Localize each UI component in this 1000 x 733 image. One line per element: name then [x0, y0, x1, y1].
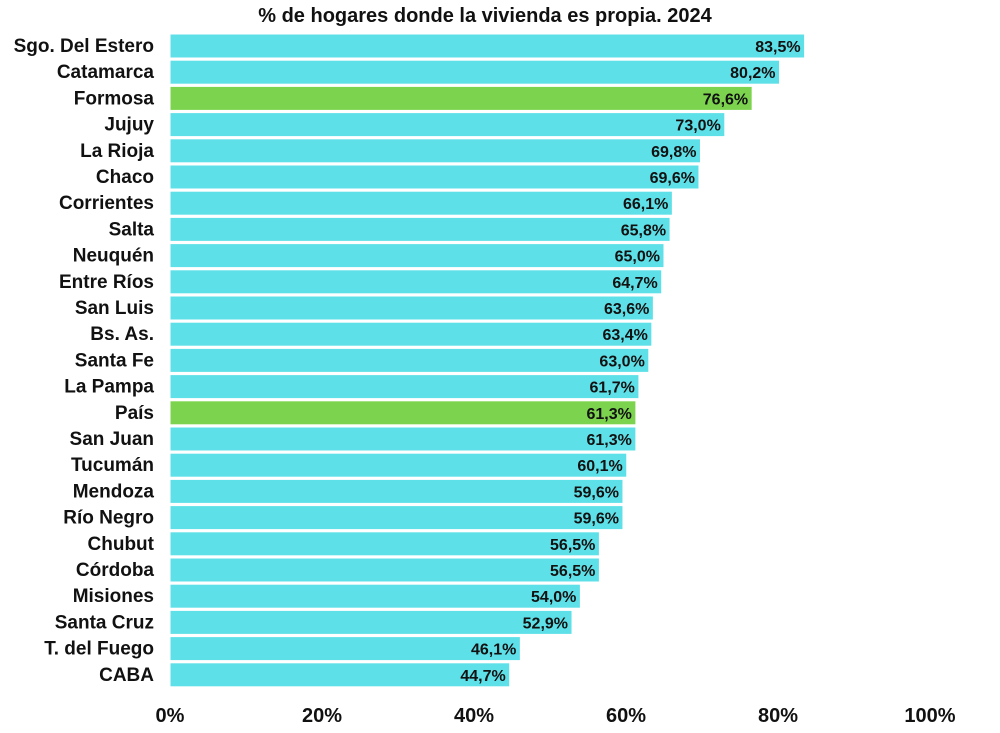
bar-sgo-del-estero [169, 33, 806, 59]
category-labels: Sgo. Del Estero Catamarca Formosa Jujuy La R… [14, 36, 155, 686]
bar-san-luis [169, 295, 654, 321]
bar-caba [169, 662, 511, 688]
value-label-chaco: 69,6% [650, 170, 695, 187]
bar-la-rioja [169, 138, 701, 164]
category-label-misiones: Misiones [73, 586, 154, 607]
category-label-chubut: Chubut [88, 534, 155, 555]
value-label-formosa: 76,6% [703, 91, 748, 108]
x-tick-label-40: 40% [454, 705, 494, 727]
bar-mendoza [169, 478, 624, 504]
value-label-chubut: 56,5% [550, 537, 595, 554]
value-label-rio-negro: 59,6% [574, 511, 619, 528]
category-label-t-del-fuego: T. del Fuego [44, 639, 154, 660]
category-label-san-luis: San Luis [75, 298, 154, 319]
x-tick-label-60: 60% [606, 705, 646, 727]
value-label-misiones: 54,0% [531, 589, 576, 606]
bars-layer [169, 33, 806, 688]
value-label-bs-as: 63,4% [602, 327, 647, 344]
category-label-tucuman: Tucumán [71, 455, 154, 476]
value-label-san-juan: 61,3% [587, 432, 632, 449]
bar-santa-fe [169, 347, 650, 373]
value-label-mendoza: 59,6% [574, 484, 619, 501]
value-label-corrientes: 66,1% [623, 196, 668, 213]
category-label-jujuy: Jujuy [104, 115, 154, 136]
bar-bs-as [169, 321, 653, 347]
value-label-catamarca: 80,2% [730, 65, 775, 82]
category-label-san-juan: San Juan [70, 429, 154, 450]
value-label-cordoba: 56,5% [550, 563, 595, 580]
value-label-t-del-fuego: 46,1% [471, 642, 516, 659]
category-label-salta: Salta [109, 219, 155, 240]
category-label-la-pampa: La Pampa [64, 377, 154, 398]
bar-misiones [169, 583, 581, 609]
value-label-pais: 61,3% [587, 406, 632, 423]
bar-pais [169, 400, 637, 426]
value-label-santa-cruz: 52,9% [523, 615, 568, 632]
value-label-salta: 65,8% [621, 222, 666, 239]
value-label-san-luis: 63,6% [604, 301, 649, 318]
category-label-mendoza: Mendoza [73, 481, 155, 502]
x-axis-ticks: 0% 20% 40% 60% 80% 100% [156, 705, 956, 727]
category-label-santa-cruz: Santa Cruz [55, 612, 154, 633]
bar-san-juan [169, 426, 637, 452]
category-label-neuquen: Neuquén [73, 246, 154, 267]
bar-chubut [169, 531, 600, 557]
value-label-la-rioja: 69,8% [651, 144, 696, 161]
category-label-formosa: Formosa [74, 88, 155, 109]
x-tick-label-100: 100% [904, 705, 955, 727]
value-label-caba: 44,7% [460, 668, 505, 685]
value-label-la-pampa: 61,7% [590, 380, 635, 397]
bar-corrientes [169, 190, 673, 216]
bar-catamarca [169, 59, 781, 85]
value-label-sgo-del-estero: 83,5% [755, 39, 800, 56]
category-label-caba: CABA [99, 665, 154, 686]
category-label-la-rioja: La Rioja [80, 141, 154, 162]
bar-jujuy [169, 112, 726, 138]
category-label-corrientes: Corrientes [59, 193, 154, 214]
value-label-entre-rios: 64,7% [612, 275, 657, 292]
bar-neuquen [169, 243, 665, 269]
bar-cordoba [169, 557, 600, 583]
category-label-cordoba: Córdoba [76, 560, 155, 581]
category-label-entre-rios: Entre Ríos [59, 272, 154, 293]
category-label-santa-fe: Santa Fe [75, 350, 154, 371]
bar-rio-negro [169, 505, 624, 531]
x-tick-label-20: 20% [302, 705, 342, 727]
bar-formosa [169, 85, 753, 111]
category-label-sgo-del-estero: Sgo. Del Estero [14, 36, 154, 57]
value-label-tucuman: 60,1% [577, 458, 622, 475]
bar-la-pampa [169, 374, 640, 400]
category-label-catamarca: Catamarca [57, 62, 155, 83]
value-labels: 83,5% 80,2% 76,6% 73,0% 69,8% 69,6% 66,1% 65,8%… [460, 39, 800, 685]
value-label-jujuy: 73,0% [675, 118, 720, 135]
bar-entre-rios [169, 269, 663, 295]
category-label-rio-negro: Río Negro [63, 508, 154, 529]
bar-chaco [169, 164, 700, 190]
x-tick-label-80: 80% [758, 705, 798, 727]
bar-tucuman [169, 452, 628, 478]
value-label-neuquen: 65,0% [615, 249, 660, 266]
bar-salta [169, 216, 671, 242]
category-label-pais: País [115, 403, 154, 424]
x-tick-label-0: 0% [156, 705, 185, 727]
category-label-bs-as: Bs. As. [90, 324, 154, 345]
bar-t-del-fuego [169, 636, 521, 662]
chart-title: % de hogares donde la vivienda es propia… [258, 5, 712, 27]
bar-santa-cruz [169, 609, 573, 635]
value-label-santa-fe: 63,0% [599, 353, 644, 370]
category-label-chaco: Chaco [96, 167, 154, 188]
